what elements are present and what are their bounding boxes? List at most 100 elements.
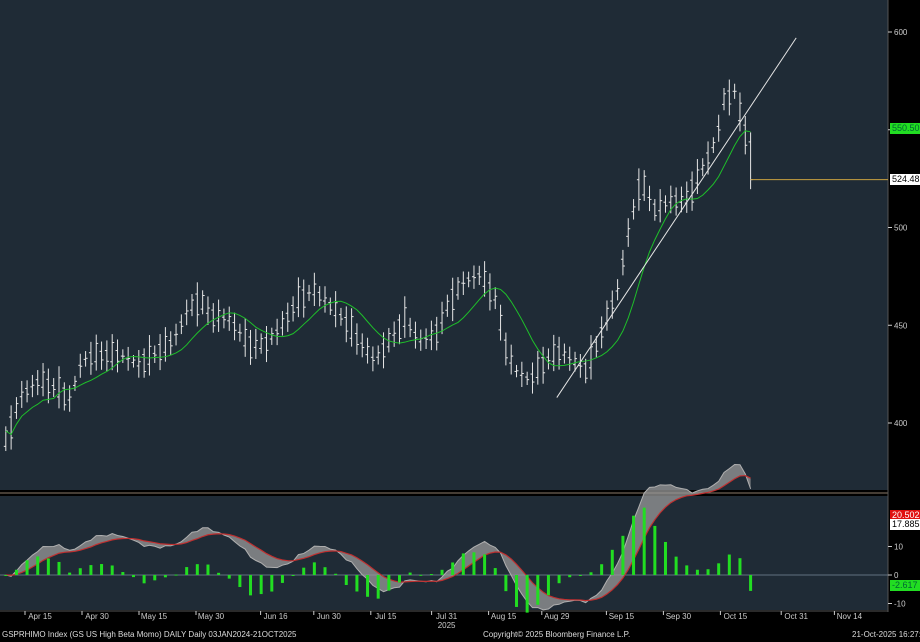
last-price-tag: 524.48 <box>890 174 920 185</box>
y-tick-label: 450 <box>894 321 908 330</box>
histogram-bar <box>685 565 689 575</box>
histogram-bar <box>706 569 710 575</box>
histogram-bar <box>408 572 412 575</box>
histogram-bar <box>206 564 210 575</box>
histogram-bar <box>68 572 72 575</box>
histogram-bar <box>323 567 327 575</box>
signal-line <box>5 474 751 602</box>
histogram-bar <box>78 568 82 575</box>
x-tick-label: May 30 <box>198 612 225 621</box>
histogram-bar <box>621 535 625 575</box>
histogram-bar <box>4 575 8 576</box>
trendline <box>556 37 797 398</box>
histogram-bar <box>217 572 221 575</box>
histogram-bar <box>663 541 667 575</box>
histogram-value-tag: -2.617 <box>890 580 920 591</box>
x-tick-label: May 15 <box>141 612 168 621</box>
x-tick-label: Apr 15 <box>28 612 52 621</box>
histogram-bar <box>163 575 167 578</box>
histogram-bar <box>312 562 316 575</box>
histogram-bar <box>387 575 391 591</box>
histogram-bar <box>355 575 359 592</box>
histogram-bar <box>46 558 50 575</box>
histogram-bar <box>589 572 593 575</box>
histogram-bar <box>376 575 380 599</box>
histogram-bar <box>610 549 614 575</box>
histogram-bar <box>472 552 476 575</box>
histogram-bar <box>153 575 157 581</box>
histogram-bar <box>57 561 61 575</box>
histogram-bar <box>504 575 508 592</box>
moving-average-line <box>5 130 751 436</box>
histogram-bar <box>493 568 497 575</box>
x-tick-label: Jun 16 <box>264 612 289 621</box>
ma-value-tag: 550.5067 <box>890 123 920 134</box>
histogram-bar <box>131 575 135 578</box>
histogram-bar <box>451 562 455 575</box>
x-tick-label: Sep 15 <box>609 612 635 621</box>
histogram-bar <box>185 567 189 575</box>
histogram-bar <box>717 563 721 575</box>
year-label: 2025 <box>438 621 456 630</box>
histogram-bar <box>515 575 519 607</box>
histogram-bar <box>227 575 231 579</box>
histogram-bar <box>632 515 636 575</box>
x-tick-label: Aug 29 <box>544 612 570 621</box>
histogram-bar <box>334 573 338 575</box>
histogram-bar <box>36 556 40 575</box>
histogram-bar <box>727 554 731 575</box>
y2-tick-label: 10 <box>894 543 903 552</box>
histogram-bar <box>557 575 561 584</box>
y-tick-label: 500 <box>894 224 908 233</box>
histogram-bar <box>419 574 423 576</box>
histogram-bar <box>280 575 284 583</box>
histogram-bar <box>25 560 29 575</box>
x-tick-label: Jul 31 <box>436 612 458 621</box>
histogram-bar <box>291 575 295 576</box>
histogram-bar <box>440 569 444 575</box>
histogram-bar <box>674 556 678 575</box>
histogram-bar <box>738 558 742 575</box>
histogram-bar <box>195 564 199 575</box>
indicator-panel <box>0 496 888 610</box>
histogram-bar <box>429 574 433 576</box>
histogram-bar <box>142 575 146 584</box>
x-tick-label: Aug 15 <box>491 612 517 621</box>
macd-value-tag: 17.8853 <box>890 519 920 530</box>
histogram-bar <box>344 575 348 585</box>
y-tick-label: 600 <box>894 28 908 37</box>
y2-tick-label: -10 <box>894 600 906 609</box>
price-panel <box>0 0 888 490</box>
x-tick-label: Oct 15 <box>724 612 748 621</box>
histogram-bar <box>397 575 401 583</box>
x-tick-label: Nov 14 <box>837 612 863 621</box>
histogram-bar <box>259 575 263 595</box>
histogram-bar <box>100 564 104 575</box>
histogram-bar <box>483 554 487 575</box>
y2-tick-label: 0 <box>894 571 899 580</box>
histogram-bar <box>14 569 18 575</box>
histogram-bar <box>525 575 529 613</box>
histogram-bar <box>695 569 699 575</box>
histogram-bar <box>238 575 242 588</box>
footer-security: GSPRHIMO Index (GS US High Beta Momo) DA… <box>2 630 297 639</box>
y-tick-label: 400 <box>894 419 908 428</box>
x-tick-label: Jul 15 <box>375 612 397 621</box>
histogram-bar <box>749 575 753 591</box>
histogram-bar <box>366 575 370 597</box>
histogram-bar <box>568 575 572 578</box>
histogram-bar <box>578 575 582 576</box>
x-tick-label: Jun 30 <box>317 612 342 621</box>
x-tick-label: Sep 30 <box>666 612 692 621</box>
histogram-bar <box>536 575 540 605</box>
histogram-bar <box>461 553 465 575</box>
histogram-bar <box>121 572 125 575</box>
signal-value-tag: 20.5023 <box>890 510 920 521</box>
histogram-bar <box>302 567 306 575</box>
histogram-bar <box>249 575 253 596</box>
histogram-bar <box>174 574 178 576</box>
footer-timestamp: 21-Oct-2025 16:27:40 <box>852 630 920 639</box>
histogram-bar <box>653 525 657 575</box>
